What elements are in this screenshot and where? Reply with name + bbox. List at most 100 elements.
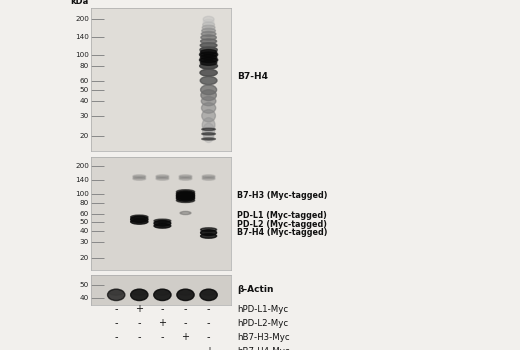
Ellipse shape [156, 175, 169, 177]
Ellipse shape [176, 191, 194, 197]
Text: 80: 80 [80, 200, 89, 206]
Text: 20: 20 [80, 133, 89, 139]
Text: 200: 200 [75, 16, 89, 22]
Ellipse shape [202, 176, 215, 179]
Ellipse shape [201, 35, 216, 40]
Text: -: - [207, 332, 211, 342]
Text: 40: 40 [80, 295, 89, 301]
Ellipse shape [200, 57, 218, 63]
Ellipse shape [156, 177, 169, 180]
Ellipse shape [202, 175, 215, 177]
Ellipse shape [132, 289, 147, 295]
Ellipse shape [202, 25, 215, 30]
Ellipse shape [179, 177, 192, 180]
Text: +: + [181, 332, 189, 342]
Text: -: - [114, 332, 118, 342]
Ellipse shape [201, 85, 217, 95]
Text: 30: 30 [80, 239, 89, 245]
Text: B7-H4 (Myc-tagged): B7-H4 (Myc-tagged) [237, 228, 328, 237]
Ellipse shape [154, 219, 171, 223]
Ellipse shape [176, 198, 194, 203]
Text: 60: 60 [80, 78, 89, 84]
Ellipse shape [200, 63, 217, 69]
Text: B7-H4: B7-H4 [237, 72, 268, 81]
Ellipse shape [202, 110, 215, 122]
Text: hB7-H4-Myc: hB7-H4-Myc [237, 347, 290, 350]
Ellipse shape [203, 22, 215, 27]
Text: hPD-L2-Myc: hPD-L2-Myc [237, 319, 289, 328]
Ellipse shape [179, 176, 192, 179]
Ellipse shape [109, 289, 123, 295]
Text: 140: 140 [75, 177, 89, 183]
Ellipse shape [156, 176, 169, 179]
Ellipse shape [200, 43, 217, 48]
Text: 50: 50 [80, 87, 89, 93]
Ellipse shape [201, 289, 216, 295]
Ellipse shape [176, 192, 194, 199]
Ellipse shape [178, 289, 193, 295]
Text: -: - [138, 318, 141, 328]
Text: 30: 30 [80, 113, 89, 119]
Ellipse shape [202, 133, 215, 135]
Text: 100: 100 [75, 191, 89, 197]
Ellipse shape [200, 57, 217, 62]
Ellipse shape [200, 69, 217, 76]
Ellipse shape [201, 39, 217, 44]
Ellipse shape [201, 32, 216, 36]
Ellipse shape [202, 128, 215, 130]
Ellipse shape [131, 219, 148, 224]
Ellipse shape [176, 195, 194, 201]
Ellipse shape [203, 19, 214, 25]
Ellipse shape [203, 16, 214, 22]
Ellipse shape [200, 76, 217, 85]
Text: -: - [114, 318, 118, 328]
Text: -: - [207, 318, 211, 328]
Ellipse shape [133, 175, 146, 177]
Text: -: - [161, 332, 164, 342]
Text: 50: 50 [80, 282, 89, 288]
Text: -: - [161, 304, 164, 314]
Text: 100: 100 [75, 51, 89, 57]
Text: 20: 20 [80, 256, 89, 261]
Ellipse shape [203, 123, 215, 140]
Ellipse shape [133, 176, 146, 179]
Text: +: + [204, 346, 213, 350]
Ellipse shape [200, 47, 217, 52]
Ellipse shape [201, 234, 217, 238]
Text: -: - [184, 346, 187, 350]
Text: +: + [159, 318, 166, 328]
Ellipse shape [202, 28, 215, 33]
Ellipse shape [201, 90, 216, 100]
Text: PD-L1 (Myc-tagged): PD-L1 (Myc-tagged) [237, 211, 327, 220]
Ellipse shape [202, 103, 216, 113]
Ellipse shape [201, 228, 217, 231]
Text: 80: 80 [80, 63, 89, 69]
Text: 140: 140 [75, 34, 89, 41]
Ellipse shape [155, 289, 170, 295]
Ellipse shape [180, 211, 191, 215]
Ellipse shape [200, 52, 217, 57]
Ellipse shape [154, 220, 171, 226]
Ellipse shape [176, 190, 194, 194]
Text: B7-H3 (Myc-tagged): B7-H3 (Myc-tagged) [237, 191, 328, 200]
Ellipse shape [201, 230, 217, 236]
Text: β-Actin: β-Actin [237, 286, 274, 294]
Ellipse shape [201, 97, 216, 106]
Text: -: - [138, 346, 141, 350]
Ellipse shape [177, 289, 194, 301]
Text: -: - [114, 346, 118, 350]
Text: 40: 40 [80, 98, 89, 104]
Text: kDa: kDa [71, 0, 89, 6]
Text: hPD-L1-Myc: hPD-L1-Myc [237, 305, 289, 314]
Ellipse shape [108, 289, 125, 301]
Ellipse shape [200, 50, 217, 55]
Text: -: - [184, 318, 187, 328]
Text: +: + [135, 304, 144, 314]
Text: -: - [114, 304, 118, 314]
Text: -: - [161, 346, 164, 350]
Ellipse shape [200, 289, 217, 301]
Text: -: - [184, 304, 187, 314]
Ellipse shape [202, 177, 215, 180]
Ellipse shape [202, 138, 215, 140]
Ellipse shape [131, 216, 148, 222]
